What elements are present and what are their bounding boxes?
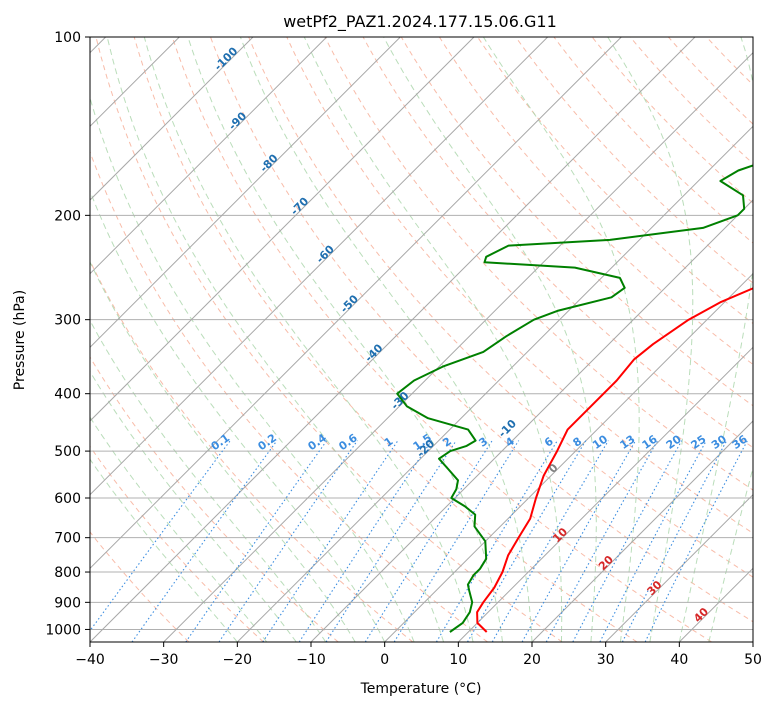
moist-adiabat-line [240, 37, 532, 642]
mixing-ratio-line [186, 441, 327, 642]
x-tick-label: −40 [75, 652, 105, 668]
isotherm-line [237, 37, 775, 642]
x-tick-label: 0 [380, 652, 389, 668]
y-tick-label: 1000 [45, 622, 81, 638]
sounding-series [397, 37, 775, 632]
isotherm-line [0, 37, 327, 642]
y-tick-label: 400 [54, 387, 81, 403]
isotherm-value-label: -90 [226, 109, 249, 132]
x-tick-label: −20 [223, 652, 253, 668]
dry-adiabat-line [668, 37, 775, 642]
isotherm-value-label: -80 [257, 151, 280, 174]
dry-adiabat-line [20, 37, 413, 642]
mixing-ratio-line [326, 441, 456, 642]
isotherm-line [679, 37, 775, 642]
moist-adiabat-line [709, 37, 775, 642]
x-tick-label: 30 [597, 652, 615, 668]
mixing-ratio-line [82, 441, 231, 642]
isotherm-value-label: -60 [314, 242, 337, 265]
x-tick-label: 40 [670, 652, 688, 668]
y-tick-label: 700 [54, 531, 81, 547]
y-tick-label: 500 [54, 444, 81, 460]
mixing-ratio-label: 8 [571, 435, 585, 450]
chart-title: wetPf2_PAZ1.2024.177.15.06.G11 [283, 12, 557, 32]
dry-adiabat-line [0, 37, 189, 642]
isotherm-value-label: -70 [288, 194, 311, 217]
x-tick-label: 20 [523, 652, 541, 668]
isotherm-line [16, 37, 621, 642]
dry-adiabat-line [707, 37, 775, 642]
moist-adiabat-line [23, 37, 356, 642]
isotherm-value-label: -40 [362, 341, 385, 364]
x-tick-label: 50 [744, 652, 762, 668]
dewpoint-profile-line [397, 37, 775, 632]
mixing-ratio-label: 30 [709, 432, 729, 452]
mixing-ratio-line [132, 441, 277, 642]
mixing-ratio-label: 3 [477, 435, 491, 450]
dry-adiabat-line [0, 37, 264, 642]
y-tick-label: 900 [54, 595, 81, 611]
dry-adiabat-line [0, 37, 338, 642]
mixing-ratio-label: 36 [730, 432, 750, 452]
dry-adiabat-line [58, 37, 488, 642]
x-tick-label: 10 [449, 652, 467, 668]
mixing-ratio-label: 16 [640, 432, 660, 452]
isotherm-value-label: 20 [596, 553, 616, 573]
isotherm-line [753, 37, 775, 642]
mixing-ratio-line [394, 441, 519, 642]
mixing-ratio-label: 0.4 [306, 431, 330, 453]
moist-adiabat-line [608, 37, 693, 642]
y-tick-label: 100 [54, 30, 81, 46]
isotherm-value-label: -100 [212, 44, 241, 73]
mixing-ratio-line [600, 441, 706, 642]
y-tick-label: 600 [54, 491, 81, 507]
moist-adiabat-line [304, 37, 561, 642]
x-axis-label: Temperature (°C) [360, 681, 482, 697]
moist-adiabat-line [0, 37, 267, 642]
dry-adiabat-line [134, 37, 637, 642]
isotherm-value-label: 30 [645, 578, 665, 598]
plot-frame [90, 37, 753, 642]
dry-adiabat-line [516, 37, 775, 642]
isotherm-line [0, 37, 400, 642]
mixing-ratio-label: 1 [382, 435, 396, 450]
isotherm-value-label: -50 [338, 292, 361, 315]
y-axis-label: Pressure (hPa) [12, 290, 28, 390]
isotherm-value-label: 40 [691, 605, 711, 625]
mixing-ratio-line [365, 441, 492, 642]
mixing-ratio-label: 25 [688, 433, 708, 452]
dry-adiabat-line [592, 37, 775, 642]
dry-adiabat-line [554, 37, 775, 642]
isotherm-line [458, 37, 775, 642]
isotherm-line [0, 37, 253, 642]
mixing-ratio-label: 0.1 [209, 431, 232, 453]
mixing-ratio-label: 13 [617, 433, 637, 452]
x-tick-label: −10 [296, 652, 326, 668]
temperature-profile-line [477, 37, 775, 632]
y-tick-label: 300 [54, 313, 81, 329]
mixing-ratio-label: 6 [542, 435, 556, 450]
y-tick-label: 200 [54, 208, 81, 224]
isotherm-line [311, 37, 775, 642]
isotherm-value-label: 10 [550, 525, 570, 545]
isotherm-line [90, 37, 695, 642]
isotherm-line [385, 37, 775, 642]
y-tick-label: 800 [54, 565, 81, 581]
isotherm-line [164, 37, 769, 642]
x-tick-label: −30 [149, 652, 179, 668]
moist-adiabat-line [0, 37, 237, 642]
